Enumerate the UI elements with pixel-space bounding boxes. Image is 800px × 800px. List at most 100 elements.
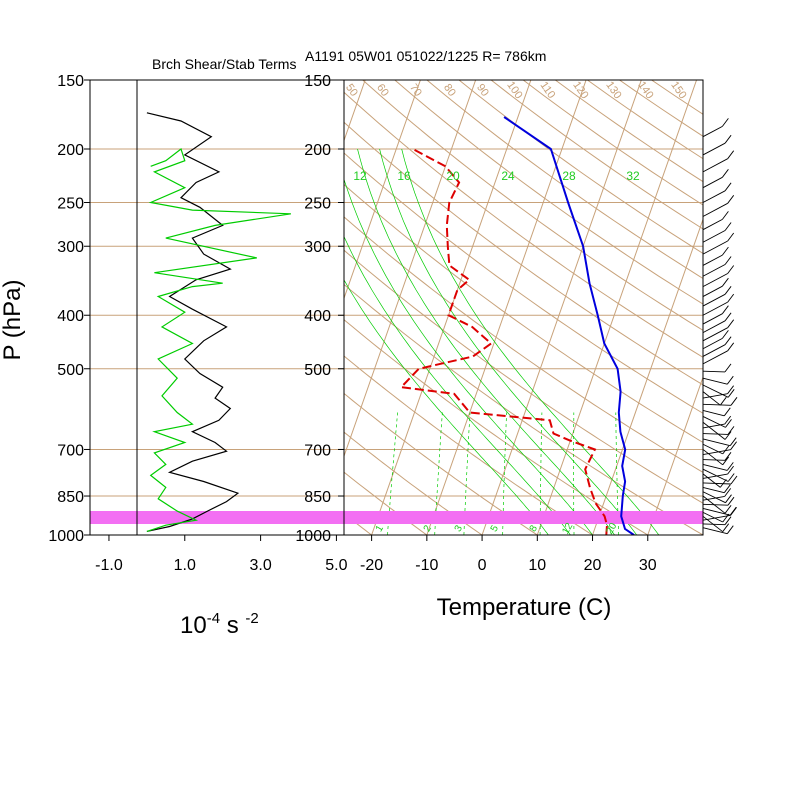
moist-adiabat-20: [344, 178, 593, 535]
wind-barb-staff-460: [702, 338, 723, 350]
dry-adiabat-label-120: 120: [570, 79, 590, 101]
wind-barb-flag-490: [727, 342, 735, 352]
wind-barb-staff-295: [702, 230, 726, 243]
wind-barb-flag-910: [722, 513, 730, 523]
wind-barb-flag-190: [722, 118, 729, 127]
mixing-ratio-3: [463, 412, 471, 535]
right-xtick-label-20: 20: [584, 557, 602, 574]
wind-barb-staff-625: [702, 421, 726, 440]
dry-adiabat-50: [344, 249, 703, 504]
wind-barb-staff-955: [702, 523, 726, 526]
dry-adiabat-10: [344, 392, 539, 535]
isotherm-50: [758, 80, 800, 535]
wind-barb-staff-685: [702, 443, 723, 455]
dry-adiabat-label-90: 90: [474, 82, 491, 99]
wind-barb-staff-445: [702, 327, 728, 342]
dry-adiabat-label-80: 80: [441, 82, 458, 99]
left-ytick-label-250: 250: [57, 196, 84, 213]
right-ytick-label-300: 300: [304, 239, 331, 256]
wind-barb-flag-355: [727, 265, 735, 274]
dry-adiabat--40: [0, 64, 275, 547]
wind-barb-flag-520: [726, 375, 734, 385]
right-xtick-label-0: 0: [478, 557, 487, 574]
isotherm-30: [647, 375, 703, 535]
mixing-ratio-20: [615, 412, 619, 535]
wind-barb-flag-535: [727, 389, 735, 398]
left-ytick-label-850: 850: [57, 489, 84, 506]
dry-adiabat-80: [344, 152, 703, 414]
moist-adiabat-label-24: 24: [501, 169, 515, 183]
wind-barb-flag-295: [724, 222, 732, 231]
dry-adiabat--10: [344, 471, 428, 535]
wind-barb-flag-850: [724, 505, 732, 514]
moist-adiabat-label-20: 20: [446, 169, 460, 183]
right-ytick-label-250: 250: [304, 196, 331, 213]
left-series-black-line: [146, 112, 240, 532]
wind-barb-flag-400: [727, 293, 735, 303]
isotherm-10: [536, 80, 698, 535]
wind-barb-flag-730: [724, 452, 732, 461]
wind-barb-flag-610: [725, 419, 732, 428]
wind-barb-flag-280: [722, 211, 729, 220]
left-ytick-label-1000: 1000: [48, 528, 84, 545]
isotherm--10: [426, 80, 587, 535]
moist-adiabat-label-12: 12: [353, 169, 367, 183]
left-ytick-label-400: 400: [57, 308, 84, 325]
wind-barb-flag-415: [722, 305, 729, 314]
right-xtick-label--20: -20: [360, 557, 383, 574]
dry-adiabat-90: [344, 121, 703, 386]
dry-adiabat-100: [344, 91, 703, 358]
wind-barb-column: [702, 118, 738, 535]
left-xtick-label-3.0: 3.0: [249, 557, 271, 574]
dry-adiabat-110: [361, 80, 703, 331]
moist-adiabat-label-32: 32: [626, 169, 640, 183]
wind-barb-staff-400: [702, 301, 728, 316]
right-xtick-label-30: 30: [639, 557, 657, 574]
wind-barb-staff-520: [702, 377, 728, 385]
mixing-ratio-1: [387, 412, 398, 535]
wind-barb-staff-355: [702, 273, 728, 288]
right-xtick-label--10: -10: [415, 557, 438, 574]
wind-barb-flag-250: [724, 182, 732, 192]
wind-barb-staff-220: [702, 158, 728, 173]
right-ytick-label-400: 400: [304, 308, 331, 325]
wind-barb-flag-565: [727, 385, 734, 394]
wind-barb-staff-580: [702, 403, 732, 406]
mixing-ratio-8: [539, 412, 543, 535]
units-s: s: [220, 612, 245, 639]
dry-adiabat-label-70: 70: [407, 82, 424, 99]
right-ytick-label-700: 700: [304, 442, 331, 459]
dry-adiabat-40: [344, 283, 703, 535]
left-ytick-label-700: 700: [57, 442, 84, 459]
right-ytick-label-850: 850: [304, 489, 331, 506]
wind-barb-staff-370: [702, 285, 723, 297]
units-exp2: -2: [245, 610, 258, 627]
wind-barb-staff-250: [702, 190, 726, 203]
wind-barb-flag-925: [722, 523, 730, 532]
dry-adiabat-label-50: 50: [343, 82, 360, 99]
wind-barb-flag-205: [724, 134, 732, 144]
skewt-profile-lines: [399, 116, 635, 535]
dry-adiabat-label-150: 150: [668, 79, 688, 101]
dry-adiabat--20: [344, 513, 373, 535]
wind-barb-flag-685: [722, 445, 730, 455]
units-base: 10: [180, 612, 207, 639]
wind-barb-flag-805: [730, 475, 738, 485]
wind-barb-flag-880: [727, 496, 735, 506]
wind-barb-staff-535: [702, 384, 729, 398]
moist-adiabat-24: [357, 148, 615, 535]
y-axis-label: P (hPa): [0, 280, 26, 361]
left-pressure-gridlines: [90, 80, 344, 535]
wind-barb-flag-970: [726, 525, 734, 534]
wind-barb-staff-820: [702, 486, 725, 494]
temperature-profile-line: [503, 116, 635, 535]
wind-barb-flag-220: [727, 150, 735, 159]
dry-adiabat-160: [522, 80, 703, 206]
left-panel-title: Brch Shear/Stab Terms: [152, 56, 296, 72]
wind-barb-flag-310: [727, 232, 735, 242]
right-ytick-label-1000: 1000: [295, 528, 331, 545]
wind-barb-staff-550: [702, 391, 721, 406]
dry-adiabat-label-110: 110: [538, 80, 558, 101]
